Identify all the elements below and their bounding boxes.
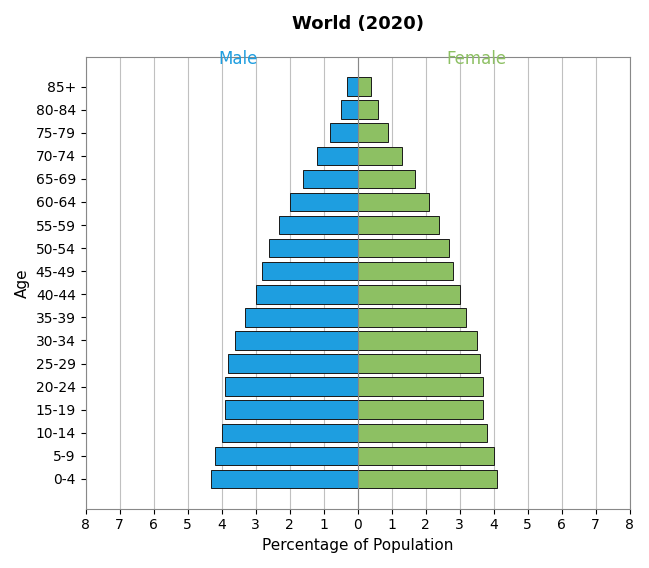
Bar xyxy=(358,400,484,419)
Bar xyxy=(358,147,402,165)
Bar xyxy=(358,354,480,373)
Bar xyxy=(212,470,358,488)
Bar xyxy=(289,193,358,211)
Bar xyxy=(358,424,487,442)
Bar xyxy=(358,77,371,96)
Bar xyxy=(358,262,453,281)
Bar xyxy=(358,308,467,327)
Bar xyxy=(279,216,358,234)
Text: Male: Male xyxy=(219,50,258,68)
Y-axis label: Age: Age xyxy=(15,268,30,298)
Bar xyxy=(215,446,358,465)
Bar xyxy=(347,77,358,96)
Bar xyxy=(358,331,476,350)
Bar xyxy=(269,239,358,257)
Text: Female: Female xyxy=(447,50,507,68)
Bar xyxy=(221,424,358,442)
Bar xyxy=(225,400,358,419)
Bar xyxy=(358,470,497,488)
Bar xyxy=(317,147,358,165)
Bar xyxy=(303,170,358,188)
Bar xyxy=(330,123,358,142)
Bar xyxy=(358,285,459,303)
Bar xyxy=(225,377,358,396)
Bar xyxy=(228,354,358,373)
Title: World (2020): World (2020) xyxy=(291,15,424,33)
Bar xyxy=(358,446,493,465)
Bar xyxy=(358,101,378,119)
Bar xyxy=(358,170,415,188)
Bar xyxy=(256,285,358,303)
Bar xyxy=(262,262,358,281)
Bar xyxy=(245,308,358,327)
Bar xyxy=(235,331,358,350)
Bar xyxy=(358,123,388,142)
Bar xyxy=(341,101,358,119)
Bar xyxy=(358,216,439,234)
Bar xyxy=(358,239,449,257)
Bar xyxy=(358,377,484,396)
X-axis label: Percentage of Population: Percentage of Population xyxy=(262,538,453,553)
Bar xyxy=(358,193,429,211)
